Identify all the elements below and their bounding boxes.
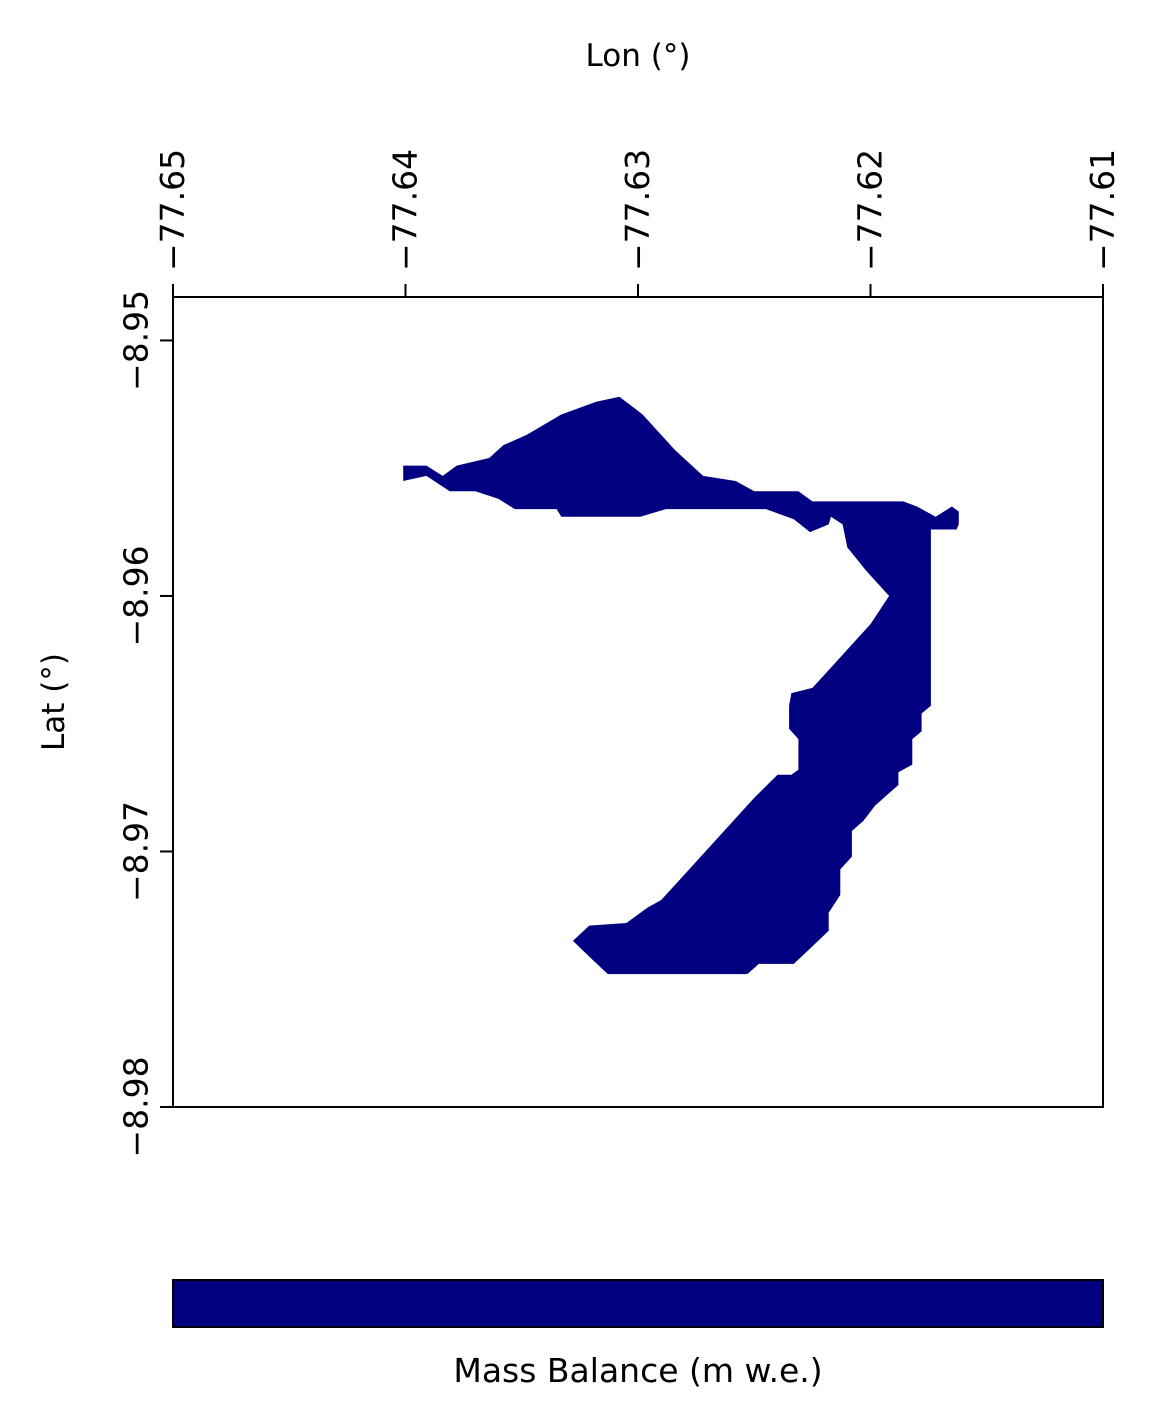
x-tick-label: −77.64 <box>386 149 425 271</box>
x-axis-label: Lon (°) <box>586 38 691 74</box>
x-tick-label: −77.65 <box>153 149 192 271</box>
plot-area <box>403 396 959 975</box>
y-tick-label: −8.95 <box>117 290 156 391</box>
y-tick-label: −8.97 <box>117 801 156 902</box>
colorbar-label: Mass Balance (m w.e.) <box>453 1351 822 1390</box>
glacier-mass-balance-area <box>403 396 959 975</box>
y-axis-ticks: −8.95 −8.96 −8.97 −8.98 <box>117 290 173 1158</box>
y-tick-label: −8.96 <box>117 545 156 646</box>
x-tick-label: −77.62 <box>851 149 890 271</box>
y-axis-label: Lat (°) <box>36 653 72 751</box>
x-tick-label: −77.61 <box>1083 149 1122 271</box>
x-axis-ticks: −77.65 −77.64 −77.63 −77.62 −77.61 <box>153 149 1122 297</box>
x-tick-label: −77.63 <box>618 149 657 271</box>
colorbar <box>172 1279 1104 1328</box>
y-tick-label: −8.98 <box>117 1056 156 1157</box>
